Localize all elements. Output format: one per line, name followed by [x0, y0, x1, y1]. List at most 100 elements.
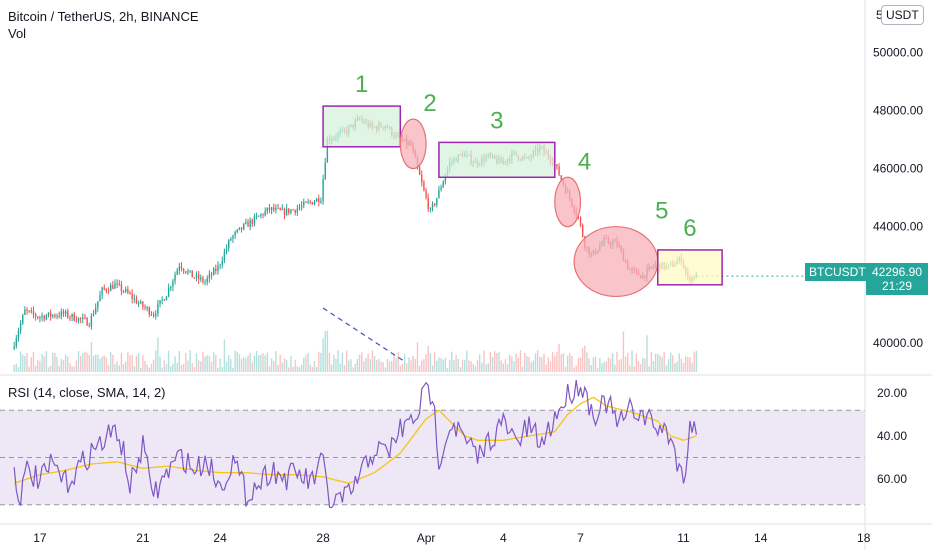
volume-bar: [161, 367, 163, 372]
rsi-ma-line: [13, 396, 697, 484]
symbol-title[interactable]: Bitcoin / TetherUS, 2h, BINANCE: [8, 9, 199, 24]
volume-bar: [120, 352, 123, 372]
volume-bar: [536, 350, 539, 372]
volume-bar: [122, 364, 125, 372]
candle-body: [300, 205, 303, 208]
volume-bar: [60, 358, 63, 372]
volume-bar: [566, 355, 569, 372]
candle-body: [32, 310, 35, 315]
candle-body: [431, 204, 434, 209]
candle-body: [189, 270, 191, 272]
date-tick-label: 28: [316, 531, 330, 545]
volume-bar: [300, 364, 303, 372]
volume-bar: [266, 352, 269, 372]
candle-body: [185, 271, 187, 273]
volume-bar: [251, 362, 253, 372]
candle-body: [230, 238, 232, 241]
volume-label[interactable]: Vol: [8, 26, 27, 41]
volume-bar: [421, 360, 423, 372]
candle-body: [118, 283, 120, 285]
candle-body: [197, 274, 200, 280]
volume-bar: [236, 351, 238, 372]
volume-bar: [376, 359, 378, 372]
candle-body: [247, 221, 249, 227]
volume-bar: [556, 351, 558, 372]
volume-bar: [541, 357, 543, 372]
volume-bar: [71, 366, 73, 372]
volume-bar: [28, 366, 30, 372]
volume-bar: [37, 359, 39, 372]
candle-body: [146, 307, 148, 309]
volume-bar: [182, 363, 185, 372]
volume-bar: [689, 357, 691, 372]
volume-bar: [650, 351, 653, 372]
volume-bar: [680, 358, 683, 372]
candle-body: [421, 174, 423, 183]
volume-bar: [513, 361, 515, 372]
volume-bar: [614, 364, 616, 372]
volume-bar: [202, 351, 204, 372]
candle-body: [56, 315, 58, 317]
currency-button[interactable]: USDT: [881, 5, 924, 25]
volume-bar: [378, 359, 380, 372]
volume-bar: [663, 352, 665, 372]
candle-body: [180, 266, 183, 270]
volume-bar: [519, 350, 522, 372]
volume-bar: [277, 365, 279, 372]
annotation-number: 3: [490, 107, 503, 134]
volume-bar: [127, 352, 129, 372]
volume-bar: [468, 360, 470, 372]
candle-body: [148, 307, 151, 315]
volume-bar: [684, 356, 687, 372]
volume-bar: [395, 358, 397, 372]
volume-bar: [502, 363, 504, 372]
volume-bar: [438, 357, 440, 372]
volume-bar: [249, 353, 251, 372]
volume-bar: [459, 367, 462, 372]
candle-body: [54, 314, 56, 317]
volume-bar: [105, 357, 108, 372]
volume-bar: [315, 366, 318, 372]
volume-bar: [369, 359, 371, 372]
volume-bar: [539, 357, 541, 372]
rsi-label[interactable]: RSI (14, close, SMA, 14, 2): [8, 385, 166, 400]
candle-body: [579, 217, 582, 226]
candle-body: [84, 317, 86, 319]
volume-bar: [19, 351, 22, 372]
volume-bar: [414, 358, 417, 372]
volume-bar: [88, 354, 90, 372]
candle-body: [94, 307, 97, 314]
candle-body: [234, 232, 236, 236]
volume-bar: [345, 350, 348, 372]
volume-bar: [416, 342, 419, 372]
volume-bar: [397, 352, 399, 372]
candle-body: [97, 301, 99, 308]
rsi-tick-label: 60.00: [877, 472, 907, 486]
candle-body: [238, 227, 241, 230]
candle-body: [176, 270, 178, 275]
volume-bar: [140, 367, 142, 372]
volume-bar: [624, 356, 627, 372]
volume-bar: [693, 351, 695, 372]
volume-bar: [524, 352, 526, 372]
volume-bar: [24, 356, 26, 372]
volume-bar: [148, 367, 151, 372]
volume-bar: [243, 357, 245, 372]
volume-bar: [322, 338, 324, 372]
candle-body: [227, 240, 230, 249]
candle-body: [131, 293, 133, 299]
top-price-tick: 5: [876, 8, 883, 22]
volume-bar: [170, 366, 172, 372]
candle-body: [305, 201, 307, 203]
volume-bar: [451, 351, 453, 372]
candle-body: [279, 208, 281, 211]
volume-bar: [481, 362, 483, 372]
rsi-tick-label: 40.00: [877, 429, 907, 443]
candle-body: [315, 198, 318, 202]
candle-body: [37, 316, 39, 319]
candle-body: [204, 281, 206, 283]
volume-bar: [391, 361, 393, 372]
volume-bar: [285, 359, 288, 372]
volume-bar: [532, 360, 535, 372]
